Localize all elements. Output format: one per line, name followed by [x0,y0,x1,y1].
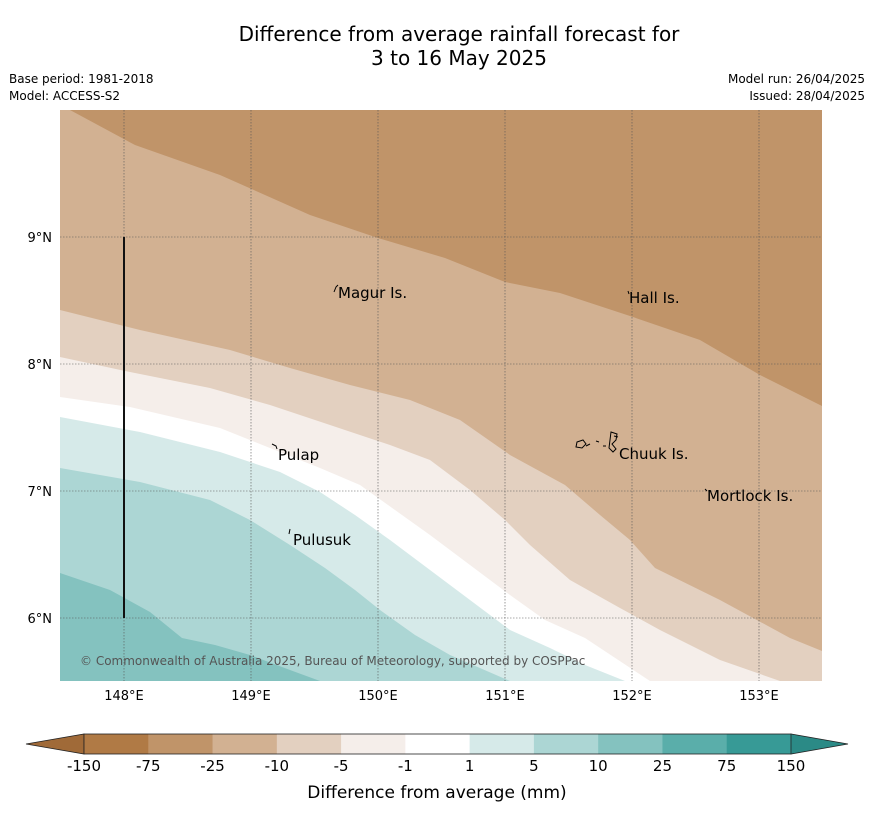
colorbar-segment [662,734,728,754]
colorbar-tick-label: 1 [465,757,475,775]
colorbar-segment [469,734,535,754]
colorbar-over-arrow [790,733,849,755]
base-period: Base period: 1981-2018 [9,72,154,86]
colorbar-outline [83,733,792,755]
colorbar-under-arrow [25,733,85,755]
colorbar-segment [598,734,663,754]
chuuk-lagoon-islands [575,431,619,453]
colorbar-tick-label: 5 [529,757,539,775]
label-pulap: Pulap [278,446,319,464]
colorbar-segment [212,734,278,754]
colorbar-title: Difference from average (mm) [307,783,566,803]
colorbar-tick-label: 75 [717,757,736,775]
lon-tick-153: 153°E [739,689,779,704]
model-run: Model run: 26/04/2025 [727,72,865,86]
pulusuk-island-mark [288,528,291,535]
colorbar-tick-label: -1 [398,757,413,775]
island-outlines [271,284,708,535]
contour-fills [60,110,822,681]
colorbar: -150 -75 -25 -10 -5 -1 1 5 10 25 75 150 Difference … [25,733,849,803]
colorbar-segment [533,734,599,754]
lon-tick-152: 152°E [612,689,652,704]
label-mortlock: Mortlock Is. [707,487,793,505]
colorbar-tick-label: 10 [589,757,608,775]
issued-date: Issued: 28/04/2025 [749,89,865,103]
colorbar-tick-label: -5 [334,757,349,775]
title-line-2: 3 to 16 May 2025 [371,46,547,70]
magur-island-mark [333,284,339,293]
colorbar-tick-label: -25 [200,757,225,775]
lat-tick-8: 8°N [28,358,53,373]
colorbar-segment [341,734,406,754]
copyright-notice: © Commonwealth of Australia 2025, Bureau… [80,654,585,668]
lon-tick-149: 149°E [231,689,271,704]
colorbar-segment [84,734,149,754]
model-name: Model: ACCESS-S2 [9,89,121,103]
band-5-10 [60,468,510,681]
colorbar-segment [726,734,792,754]
lon-tick-151: 151°E [485,689,525,704]
colorbar-tick-label: 25 [653,757,672,775]
lat-tick-labels: 9°N 8°N 7°N 6°N [28,231,53,627]
title-line-1: Difference from average rainfall forecas… [238,22,680,46]
colorbar-segment [148,734,214,754]
lon-tick-labels: 148°E 149°E 150°E 151°E 152°E 153°E [104,689,779,704]
colorbar-segment [405,734,471,754]
label-pulusuk: Pulusuk [293,531,351,549]
colorbar-tick-label: -150 [67,757,101,775]
mortlock-island-mark [704,488,708,492]
lon-tick-148: 148°E [104,689,144,704]
meta-right: Model run: 26/04/2025 Issued: 28/04/2025 [728,71,865,105]
colorbar-segment [276,734,342,754]
map-title: Difference from average rainfall forecas… [0,22,873,70]
colorbar-tick-label: -75 [136,757,161,775]
lat-tick-7: 7°N [28,485,53,500]
colorbar-tick-label: 150 [777,757,806,775]
label-chuuk: Chuuk Is. [619,445,688,463]
lat-tick-9: 9°N [28,231,53,246]
label-hall: Hall Is. [629,289,680,307]
lon-tick-150: 150°E [358,689,398,704]
colorbar-tick-label: -10 [265,757,290,775]
hall-island-mark [627,290,630,295]
label-magur: Magur Is. [338,284,407,302]
meta-left: Base period: 1981-2018 Model: ACCESS-S2 [9,71,154,105]
pulap-island-mark [271,443,278,450]
lat-tick-6: 6°N [28,612,53,627]
